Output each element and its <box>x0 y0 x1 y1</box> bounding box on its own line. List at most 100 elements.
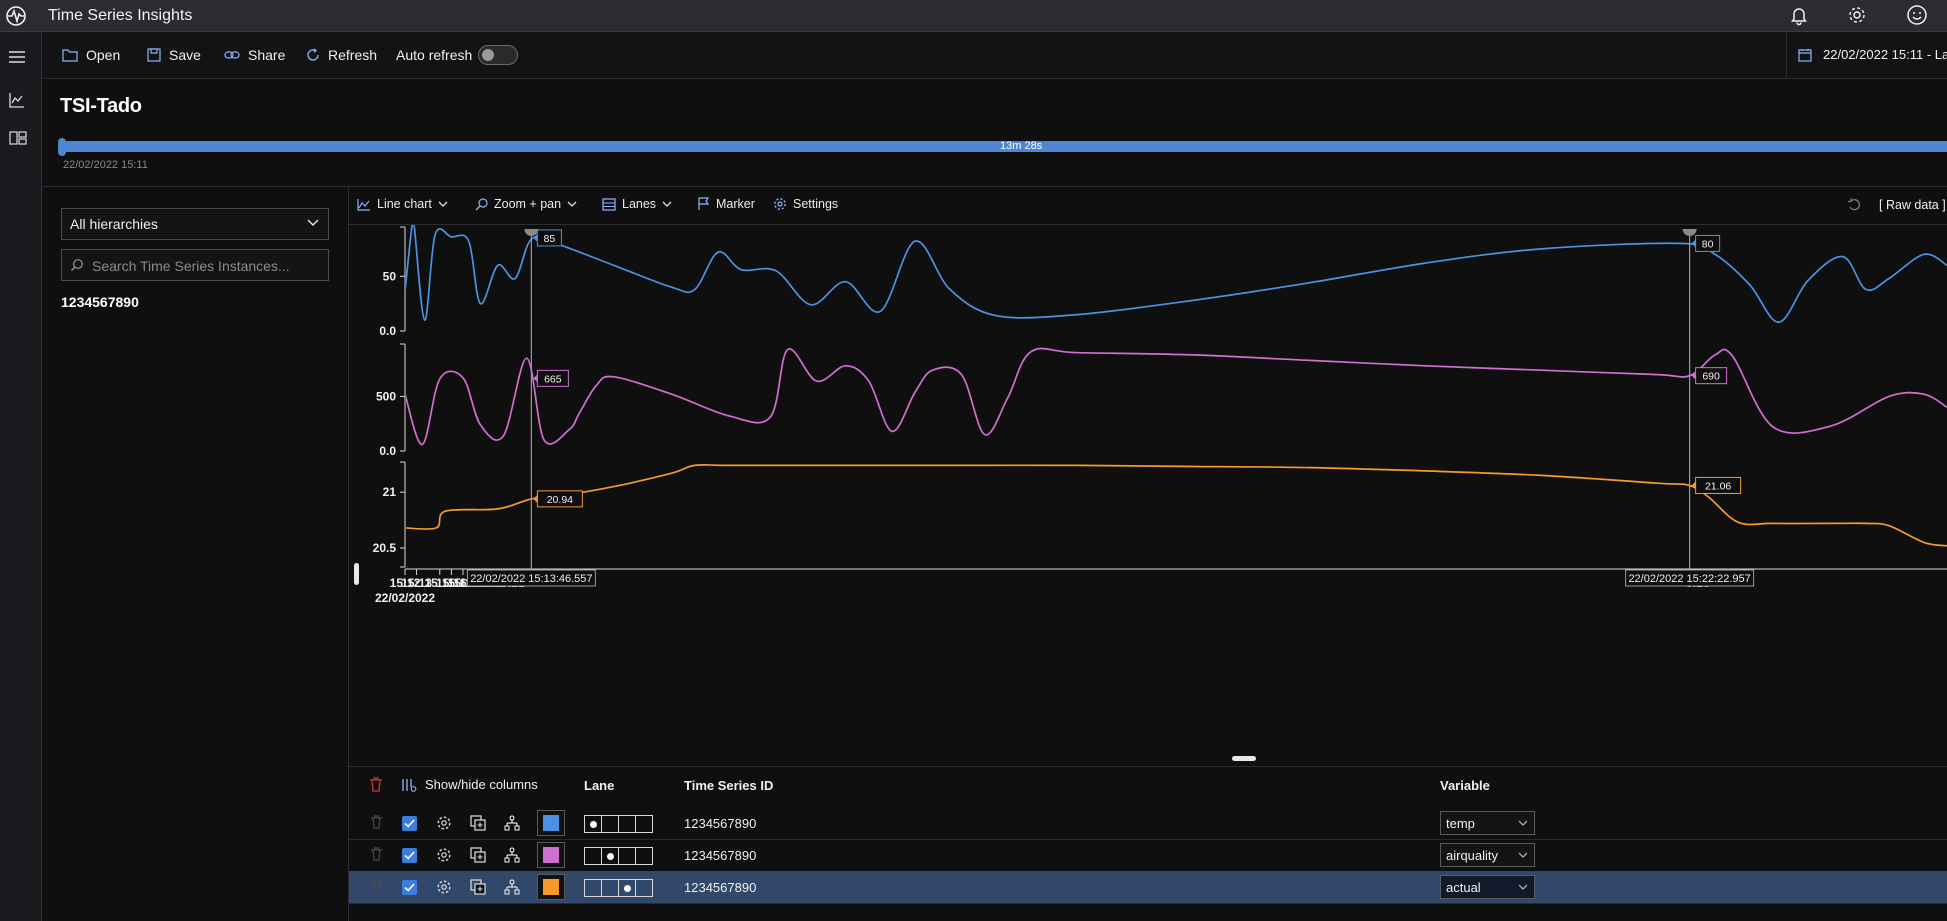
timeline-start-date: 22/02/2022 15:11 <box>63 159 148 171</box>
marker-value-label: 85 <box>544 233 556 245</box>
y-tick-label: 20.5 <box>373 541 397 555</box>
folder-open-icon <box>62 48 78 62</box>
model-hierarchy-icon[interactable] <box>9 130 27 146</box>
variable-dropdown[interactable]: temp <box>1440 811 1535 835</box>
table-row[interactable]: 1234567890 airquality <box>349 839 1947 872</box>
marker-value-pointer <box>1691 371 1696 380</box>
header-divider <box>42 186 1947 187</box>
chevron-down-icon <box>567 201 577 207</box>
line-chart[interactable]: 50 0.0 500 0.0 21 20.5 15:12 15:13 15:15 15:16 15:… <box>349 225 1947 755</box>
lanes-icon <box>602 197 616 211</box>
marker-value-label: 80 <box>1702 238 1714 250</box>
gear-icon[interactable] <box>436 815 452 831</box>
lanes-dropdown[interactable]: Lanes <box>602 197 672 211</box>
gear-icon[interactable] <box>436 879 452 895</box>
lane-slot[interactable] <box>585 816 602 832</box>
hamburger-menu-icon[interactable] <box>8 50 26 64</box>
auto-refresh-toggle[interactable] <box>478 45 518 65</box>
series-color-picker[interactable] <box>537 842 565 868</box>
marker-value-label: 21.06 <box>1705 480 1731 492</box>
chart-type-dropdown[interactable]: Line chart <box>357 197 448 211</box>
variable-dropdown[interactable]: actual <box>1440 875 1535 899</box>
lane-selector[interactable] <box>584 879 653 897</box>
y-tick-label: 0.0 <box>379 324 396 338</box>
lane-slot[interactable] <box>602 848 619 864</box>
chevron-down-icon <box>1518 820 1528 826</box>
delete-all-icon[interactable] <box>369 777 383 792</box>
lane-slot[interactable] <box>602 816 619 832</box>
lane-slot[interactable] <box>619 880 636 896</box>
feedback-smiley-icon[interactable] <box>1906 4 1928 26</box>
table-row[interactable]: 1234567890 temp <box>349 807 1947 840</box>
panel-resize-handle[interactable] <box>354 563 359 585</box>
visibility-checkbox[interactable] <box>402 816 417 831</box>
instance-item[interactable]: 1234567890 <box>61 294 139 310</box>
chart-svg[interactable]: 500.05000.02120.515:1215:1315:1515:1615:… <box>349 225 1947 755</box>
x-tick-label: 15:13 <box>401 576 432 590</box>
time-series-id: 1234567890 <box>684 816 757 831</box>
chart-type-label: Line chart <box>377 197 432 211</box>
y-tick-label: 0.0 <box>379 444 396 458</box>
duplicate-icon[interactable] <box>470 815 486 831</box>
visibility-checkbox[interactable] <box>402 848 417 863</box>
duplicate-icon[interactable] <box>470 879 486 895</box>
zoom-pan-dropdown[interactable]: Zoom + pan <box>475 197 577 211</box>
lane-slot[interactable] <box>619 816 636 832</box>
lane-selector[interactable] <box>584 847 653 865</box>
series-color-picker[interactable] <box>537 874 565 900</box>
visibility-checkbox[interactable] <box>402 880 417 895</box>
split-by-icon[interactable] <box>504 815 520 831</box>
timeline-handle[interactable] <box>58 138 66 156</box>
x-tick-label: 15:12 <box>390 576 421 590</box>
marker-handle <box>524 229 539 236</box>
lane-selector[interactable] <box>584 815 653 833</box>
table-row[interactable]: 1234567890 actual <box>349 871 1947 904</box>
chevron-down-icon <box>307 219 319 227</box>
x-axis-date-label: 22/02/2022 <box>375 591 435 605</box>
share-button[interactable]: Share <box>224 45 285 65</box>
variable-value: temp <box>1446 816 1475 831</box>
lane-slot[interactable] <box>585 880 602 896</box>
show-hide-columns-button[interactable]: Show/hide columns <box>401 777 538 792</box>
lane-slot[interactable] <box>636 816 652 832</box>
split-by-icon[interactable] <box>504 847 520 863</box>
save-button[interactable]: Save <box>147 45 201 65</box>
undo-icon[interactable] <box>1847 198 1861 212</box>
lane-slot[interactable] <box>602 880 619 896</box>
duplicate-icon[interactable] <box>470 847 486 863</box>
chart-table-splitter[interactable] <box>1232 756 1256 761</box>
series-color-picker[interactable] <box>537 810 565 836</box>
timeline-brush[interactable] <box>60 141 1947 152</box>
refresh-button[interactable]: Refresh <box>306 45 377 65</box>
notifications-bell-icon[interactable] <box>1788 4 1810 26</box>
variable-dropdown[interactable]: airquality <box>1440 843 1535 867</box>
split-by-icon[interactable] <box>504 879 520 895</box>
y-tick-label: 21 <box>383 485 397 499</box>
search-input[interactable] <box>90 255 324 277</box>
marker-button[interactable]: Marker <box>697 197 755 211</box>
delete-row-icon[interactable] <box>370 847 383 861</box>
lane-slot[interactable] <box>636 880 652 896</box>
open-button[interactable]: Open <box>62 45 120 65</box>
date-range-text: 22/02/2022 15:11 - La <box>1823 47 1947 62</box>
marker-value-box <box>1695 234 1721 252</box>
delete-row-icon[interactable] <box>370 815 383 829</box>
marker-time-label: 22/02/2022 15:13:46.557 <box>470 573 592 585</box>
marker-value-tag: 690 <box>1691 367 1728 385</box>
analytics-chart-icon[interactable] <box>9 92 25 108</box>
y-tick-label: 50 <box>383 269 397 283</box>
date-range-picker[interactable]: 22/02/2022 15:11 - La <box>1786 32 1947 78</box>
settings-gear-icon[interactable] <box>1846 4 1868 26</box>
color-swatch <box>543 879 559 895</box>
marker-time-label: 22/02/2022 15:22:22.957 <box>1628 573 1750 585</box>
hierarchy-dropdown[interactable]: All hierarchies <box>61 208 329 240</box>
lane-slot[interactable] <box>636 848 652 864</box>
delete-row-icon[interactable] <box>370 879 383 893</box>
marker-time-box <box>1625 569 1755 587</box>
gear-icon[interactable] <box>436 847 452 863</box>
command-bar: Open Save Share Refresh Auto refresh <box>42 32 1947 79</box>
chart-settings-button[interactable]: Settings <box>773 197 838 211</box>
raw-data-button[interactable]: [ Raw data ] <box>1879 198 1946 212</box>
lane-slot[interactable] <box>585 848 602 864</box>
lane-slot[interactable] <box>619 848 636 864</box>
